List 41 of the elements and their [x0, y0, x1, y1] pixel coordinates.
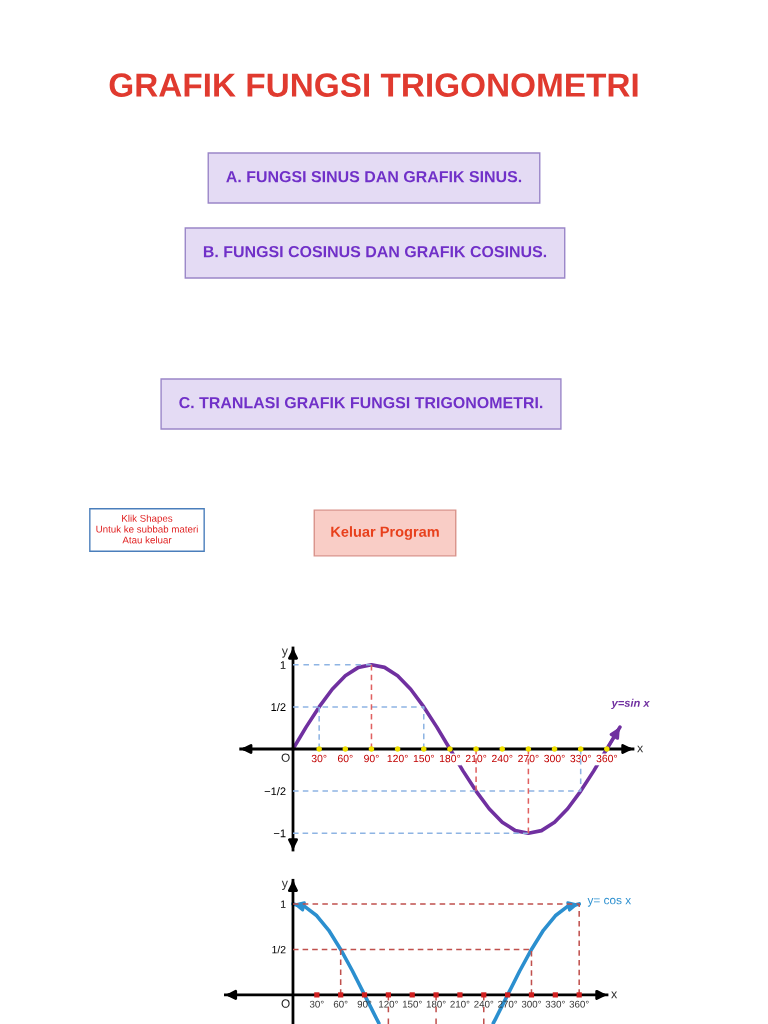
text: A. FUNGSI SINUS DAN GRAFIK SINUS.: [226, 170, 522, 183]
x-tick-label: 30°: [311, 754, 327, 763]
text: GRAFIK FUNGSI TRIGONOMETRI: [109, 73, 638, 97]
text: Keluar Program: [331, 526, 439, 540]
text: C. TRANLASI GRAFIK FUNGSI TRIGONOMETRI.: [179, 396, 543, 409]
x-axis-title: x: [637, 745, 644, 753]
x-tick-label: 360°: [596, 754, 617, 763]
text: B. FUNGSI COSINUS DAN GRAFIK COSINUS.: [203, 245, 547, 258]
series-label: y=sin x: [611, 698, 650, 710]
x-tick-label: 330°: [545, 1000, 565, 1008]
x-tick-label: 210°: [465, 754, 487, 763]
x-tick-label: 120°: [387, 754, 408, 763]
x-axis-title: x: [611, 991, 618, 999]
x-tick-label: 240°: [491, 754, 513, 763]
x-tick-label: 300°: [521, 1000, 541, 1008]
y-tick-label: −1: [273, 829, 286, 838]
y-tick-label: −1/2: [264, 787, 286, 796]
annotation: O: [281, 999, 290, 1008]
x-tick-label: 30°: [309, 1000, 324, 1008]
x-tick-label: 180°: [439, 754, 461, 763]
y-tick-label: 1/2: [272, 945, 286, 954]
x-tick-label: 150°: [402, 1000, 422, 1008]
text: Klik Shapes Untuk ke subbab materi Atau keluar: [96, 514, 198, 544]
annotation: O: [281, 753, 290, 762]
y-axis-title: y: [281, 880, 288, 890]
x-tick-label: 300°: [544, 754, 565, 763]
legend-label: y= cos x: [587, 897, 632, 907]
x-tick-label: 210°: [450, 1000, 470, 1008]
x-tick-label: 360°: [569, 1000, 589, 1008]
x-tick-label: 180°: [426, 1000, 446, 1008]
y-tick-label: 1: [280, 661, 286, 669]
y-axis-title: y: [281, 648, 288, 658]
y-tick-label: 1: [281, 900, 286, 908]
x-tick-label: 240°: [474, 1000, 494, 1008]
x-tick-label: 150°: [413, 754, 434, 763]
y-tick-label: 1/2: [271, 702, 286, 712]
x-tick-label: 90°: [364, 754, 379, 763]
x-tick-label: 60°: [337, 754, 353, 763]
x-tick-label: 120°: [379, 1000, 398, 1008]
x-tick-label: 270°: [518, 754, 539, 763]
x-tick-label: 60°: [333, 1000, 348, 1008]
